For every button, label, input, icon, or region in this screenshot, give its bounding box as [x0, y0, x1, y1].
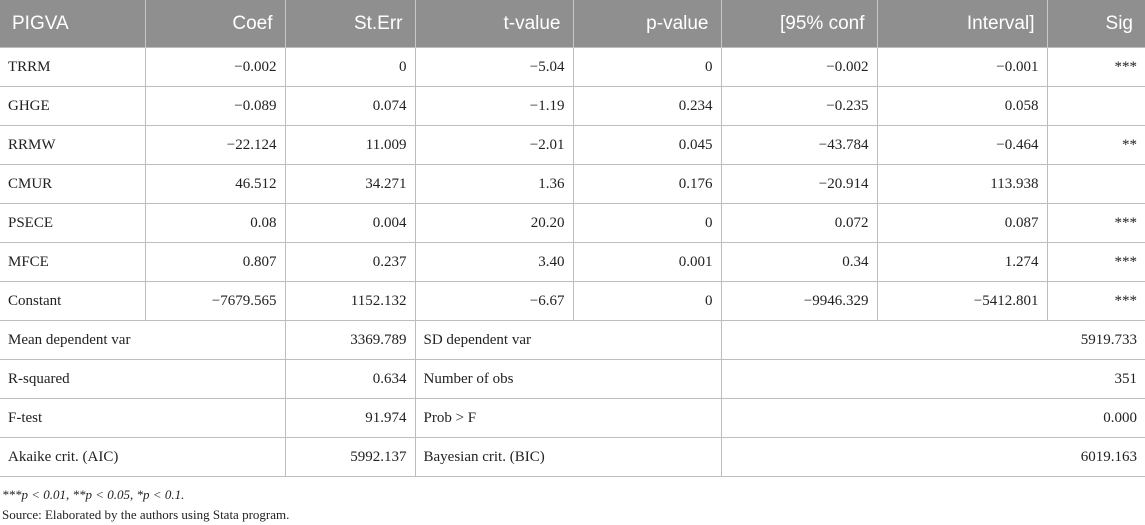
- significance-note: ***p < 0.01, **p < 0.05, *p < 0.1.: [2, 487, 185, 502]
- table-row: RRMW −22.124 11.009 −2.01 0.045 −43.784 −0.464…: [0, 125, 1145, 165]
- cell-t-value: 20.20: [414, 203, 574, 243]
- cell-p-value: 0.001: [572, 242, 722, 282]
- cell-sig: ***: [1046, 203, 1145, 243]
- stat-value: 0.634: [284, 359, 416, 399]
- cell-p-value: 0.234: [572, 86, 722, 126]
- cell-coef: −22.124: [144, 125, 286, 165]
- regression-table: PIGVA Coef St.Err t-value p-value [95% c…: [0, 0, 1145, 477]
- cell-conf-low: 0.072: [720, 203, 878, 243]
- cell-conf-high: −5412.801: [876, 281, 1048, 321]
- cell-conf-low: −0.002: [720, 47, 878, 87]
- cell-variable: PSECE: [0, 203, 146, 243]
- table-row: TRRM −0.002 0 −5.04 0 −0.002 −0.001 ***: [0, 47, 1145, 87]
- cell-coef: 46.512: [144, 164, 286, 204]
- cell-variable: RRMW: [0, 125, 146, 165]
- cell-std-err: 0.004: [284, 203, 416, 243]
- stats-row: F-test 91.974 Prob > F 0.000: [0, 398, 1145, 438]
- cell-conf-low: −9946.329: [720, 281, 878, 321]
- col-header-sig: Sig: [1047, 0, 1145, 48]
- cell-conf-low: 0.34: [720, 242, 878, 282]
- col-header-t-value: t-value: [415, 0, 574, 48]
- stat-value: 3369.789: [284, 320, 416, 360]
- stat-value: 0.000: [720, 398, 1145, 438]
- cell-conf-low: −0.235: [720, 86, 878, 126]
- stats-row: Mean dependent var 3369.789 SD dependent v…: [0, 320, 1145, 360]
- cell-p-value: 0: [572, 281, 722, 321]
- cell-conf-high: 113.938: [876, 164, 1048, 204]
- cell-conf-low: −20.914: [720, 164, 878, 204]
- stat-value: 5919.733: [720, 320, 1145, 360]
- cell-std-err: 11.009: [284, 125, 416, 165]
- cell-coef: −0.089: [144, 86, 286, 126]
- table-row: Constant −7679.565 1152.132 −6.67 0 −9946.329…: [0, 281, 1145, 321]
- cell-variable: Constant: [0, 281, 146, 321]
- cell-t-value: −2.01: [414, 125, 574, 165]
- table-row: PSECE 0.08 0.004 20.20 0 0.072 0.087 ***: [0, 203, 1145, 243]
- cell-std-err: 1152.132: [284, 281, 416, 321]
- col-header-variable: PIGVA: [0, 0, 146, 48]
- cell-p-value: 0: [572, 47, 722, 87]
- cell-variable: GHGE: [0, 86, 146, 126]
- cell-p-value: 0.176: [572, 164, 722, 204]
- cell-t-value: −6.67: [414, 281, 574, 321]
- cell-sig: **: [1046, 125, 1145, 165]
- cell-std-err: 0: [284, 47, 416, 87]
- table-row: MFCE 0.807 0.237 3.40 0.001 0.34 1.274 ***: [0, 242, 1145, 282]
- cell-variable: TRRM: [0, 47, 146, 87]
- cell-p-value: 0.045: [572, 125, 722, 165]
- stats-row: Akaike crit. (AIC) 5992.137 Bayesian crit.…: [0, 437, 1145, 477]
- cell-t-value: 3.40: [414, 242, 574, 282]
- header-row: PIGVA Coef St.Err t-value p-value [95% c…: [0, 0, 1145, 48]
- stat-label: R-squared: [0, 359, 286, 399]
- cell-conf-high: 0.087: [876, 203, 1048, 243]
- table-notes: ***p < 0.01, **p < 0.05, *p < 0.1. Sourc…: [0, 485, 1145, 525]
- cell-t-value: −5.04: [414, 47, 574, 87]
- col-header-conf-high: Interval]: [877, 0, 1048, 48]
- cell-coef: −7679.565: [144, 281, 286, 321]
- stat-label: Akaike crit. (AIC): [0, 437, 286, 477]
- cell-std-err: 0.074: [284, 86, 416, 126]
- col-header-conf-low: [95% conf: [721, 0, 878, 48]
- cell-conf-high: 0.058: [876, 86, 1048, 126]
- stat-label: Prob > F: [414, 398, 722, 438]
- cell-coef: 0.08: [144, 203, 286, 243]
- table-row: CMUR 46.512 34.271 1.36 0.176 −20.914 113.938: [0, 164, 1145, 204]
- cell-std-err: 34.271: [284, 164, 416, 204]
- cell-conf-high: −0.001: [876, 47, 1048, 87]
- stat-label: SD dependent var: [414, 320, 722, 360]
- stat-label: F-test: [0, 398, 286, 438]
- stat-label: Number of obs: [414, 359, 722, 399]
- stats-row: R-squared 0.634 Number of obs 351: [0, 359, 1145, 399]
- col-header-std-err: St.Err: [285, 0, 416, 48]
- cell-p-value: 0: [572, 203, 722, 243]
- table-row: GHGE −0.089 0.074 −1.19 0.234 −0.235 0.058: [0, 86, 1145, 126]
- cell-conf-high: −0.464: [876, 125, 1048, 165]
- cell-coef: 0.807: [144, 242, 286, 282]
- cell-coef: −0.002: [144, 47, 286, 87]
- source-note: Source: Elaborated by the authors using …: [2, 507, 290, 522]
- cell-conf-low: −43.784: [720, 125, 878, 165]
- cell-sig: ***: [1046, 47, 1145, 87]
- stat-value: 5992.137: [284, 437, 416, 477]
- stat-value: 91.974: [284, 398, 416, 438]
- cell-t-value: 1.36: [414, 164, 574, 204]
- cell-sig: ***: [1046, 281, 1145, 321]
- cell-sig: ***: [1046, 242, 1145, 282]
- cell-conf-high: 1.274: [876, 242, 1048, 282]
- cell-sig: [1046, 164, 1145, 204]
- cell-std-err: 0.237: [284, 242, 416, 282]
- stat-label: Bayesian crit. (BIC): [414, 437, 722, 477]
- col-header-p-value: p-value: [573, 0, 722, 48]
- cell-variable: CMUR: [0, 164, 146, 204]
- stat-value: 351: [720, 359, 1145, 399]
- cell-t-value: −1.19: [414, 86, 574, 126]
- stat-value: 6019.163: [720, 437, 1145, 477]
- stat-label: Mean dependent var: [0, 320, 286, 360]
- cell-sig: [1046, 86, 1145, 126]
- cell-variable: MFCE: [0, 242, 146, 282]
- col-header-coef: Coef: [145, 0, 286, 48]
